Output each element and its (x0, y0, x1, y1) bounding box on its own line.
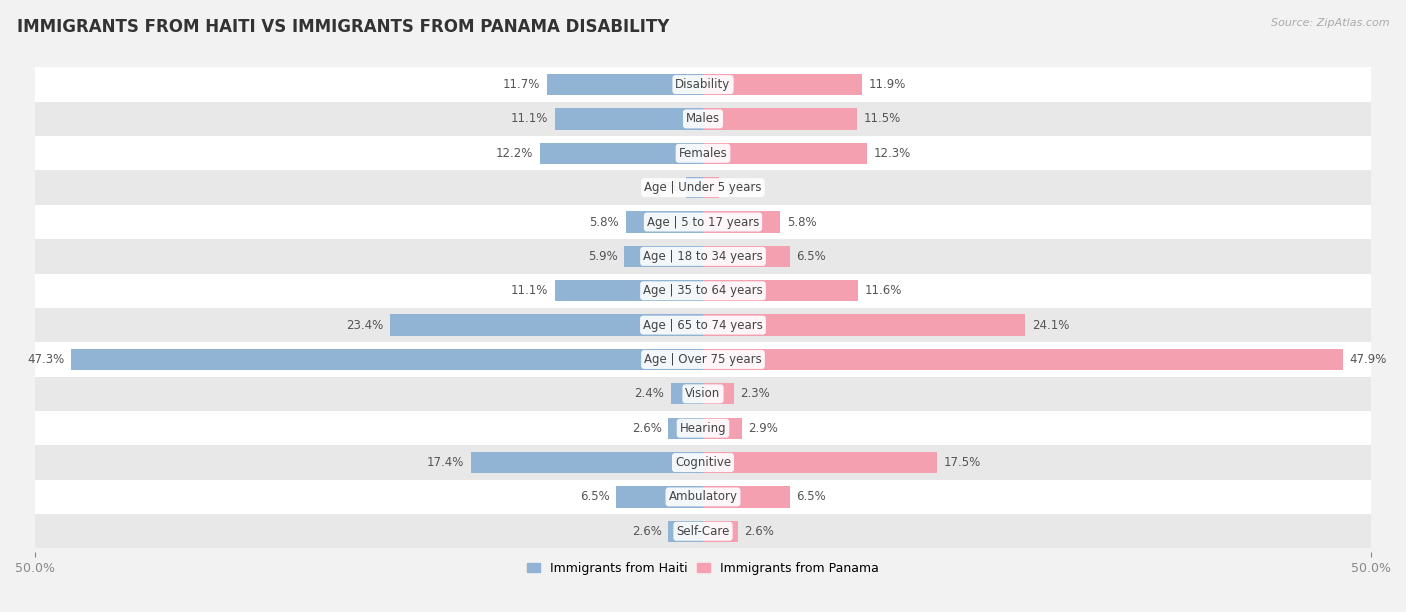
Bar (72, 349, 703, 370)
Text: 11.6%: 11.6% (865, 284, 903, 297)
Bar (668, 417, 703, 439)
Text: Disability: Disability (675, 78, 731, 91)
Text: 5.9%: 5.9% (588, 250, 617, 263)
Bar (35, 136, 1371, 171)
Bar (703, 417, 742, 439)
Bar (35, 411, 1371, 446)
Bar (703, 521, 738, 542)
Bar (35, 514, 1371, 548)
Text: 1.3%: 1.3% (650, 181, 679, 194)
Legend: Immigrants from Haiti, Immigrants from Panama: Immigrants from Haiti, Immigrants from P… (522, 557, 884, 580)
Text: 24.1%: 24.1% (1032, 319, 1069, 332)
Text: Age | 5 to 17 years: Age | 5 to 17 years (647, 215, 759, 228)
Bar (703, 246, 790, 267)
Text: 11.1%: 11.1% (510, 113, 548, 125)
Bar (703, 280, 858, 301)
Text: 11.1%: 11.1% (510, 284, 548, 297)
Bar (703, 74, 862, 95)
Text: 11.7%: 11.7% (502, 78, 540, 91)
Text: 2.6%: 2.6% (744, 524, 775, 538)
Text: 6.5%: 6.5% (579, 490, 609, 504)
Text: 12.2%: 12.2% (496, 147, 533, 160)
Text: 2.3%: 2.3% (741, 387, 770, 400)
Bar (471, 452, 703, 473)
Text: 6.5%: 6.5% (797, 490, 827, 504)
Bar (35, 102, 1371, 136)
Bar (616, 487, 703, 507)
Text: Hearing: Hearing (679, 422, 727, 435)
Text: 11.9%: 11.9% (869, 78, 905, 91)
Text: Age | Over 75 years: Age | Over 75 years (644, 353, 762, 366)
Bar (35, 171, 1371, 205)
Text: 1.2%: 1.2% (725, 181, 755, 194)
Text: Age | 35 to 64 years: Age | 35 to 64 years (643, 284, 763, 297)
Text: 6.5%: 6.5% (797, 250, 827, 263)
Text: Source: ZipAtlas.com: Source: ZipAtlas.com (1271, 18, 1389, 28)
Text: IMMIGRANTS FROM HAITI VS IMMIGRANTS FROM PANAMA DISABILITY: IMMIGRANTS FROM HAITI VS IMMIGRANTS FROM… (17, 18, 669, 36)
Text: 2.6%: 2.6% (631, 422, 662, 435)
Bar (624, 246, 703, 267)
Text: 47.9%: 47.9% (1350, 353, 1386, 366)
Bar (547, 74, 703, 95)
Bar (703, 211, 780, 233)
Text: Age | 65 to 74 years: Age | 65 to 74 years (643, 319, 763, 332)
Bar (35, 376, 1371, 411)
Text: Males: Males (686, 113, 720, 125)
Bar (671, 383, 703, 405)
Text: 12.3%: 12.3% (875, 147, 911, 160)
Bar (35, 205, 1371, 239)
Bar (35, 342, 1371, 376)
Text: 11.5%: 11.5% (863, 113, 901, 125)
Text: 17.4%: 17.4% (426, 456, 464, 469)
Bar (555, 108, 703, 130)
Text: Ambulatory: Ambulatory (668, 490, 738, 504)
Text: Age | 18 to 34 years: Age | 18 to 34 years (643, 250, 763, 263)
Text: Age | Under 5 years: Age | Under 5 years (644, 181, 762, 194)
Bar (35, 274, 1371, 308)
Text: 5.8%: 5.8% (589, 215, 619, 228)
Bar (703, 108, 856, 130)
Text: 47.3%: 47.3% (27, 353, 65, 366)
Bar (703, 349, 1343, 370)
Text: 5.8%: 5.8% (787, 215, 817, 228)
Text: 2.4%: 2.4% (634, 387, 664, 400)
Bar (35, 239, 1371, 274)
Bar (703, 177, 718, 198)
Bar (555, 280, 703, 301)
Text: 2.9%: 2.9% (748, 422, 779, 435)
Text: Cognitive: Cognitive (675, 456, 731, 469)
Bar (703, 315, 1025, 336)
Bar (703, 487, 790, 507)
Bar (626, 211, 703, 233)
Bar (703, 383, 734, 405)
Bar (540, 143, 703, 164)
Bar (35, 67, 1371, 102)
Text: 2.6%: 2.6% (631, 524, 662, 538)
Bar (668, 521, 703, 542)
Bar (686, 177, 703, 198)
Text: Vision: Vision (685, 387, 721, 400)
Bar (391, 315, 703, 336)
Bar (703, 452, 936, 473)
Bar (35, 446, 1371, 480)
Text: Self-Care: Self-Care (676, 524, 730, 538)
Bar (703, 143, 868, 164)
Text: 17.5%: 17.5% (943, 456, 981, 469)
Bar (35, 480, 1371, 514)
Bar (35, 308, 1371, 342)
Text: 23.4%: 23.4% (346, 319, 384, 332)
Text: Females: Females (679, 147, 727, 160)
